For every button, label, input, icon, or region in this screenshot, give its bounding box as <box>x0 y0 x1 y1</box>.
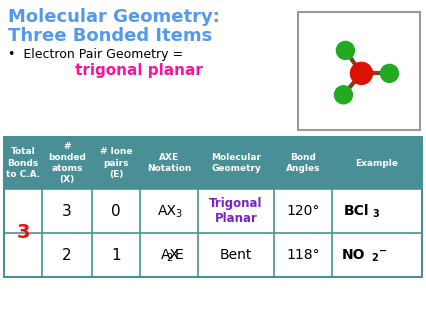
Text: 120°: 120° <box>286 204 319 218</box>
Text: 2: 2 <box>166 253 172 263</box>
Text: #
bonded
atoms
(X): # bonded atoms (X) <box>48 142 86 184</box>
Text: 3: 3 <box>16 223 30 243</box>
Text: Three Bonded Items: Three Bonded Items <box>8 27 212 45</box>
Text: 1: 1 <box>111 247 121 262</box>
Text: 3: 3 <box>62 204 72 219</box>
Text: Total
Bonds
to C.A.: Total Bonds to C.A. <box>6 148 40 179</box>
Text: trigonal planar: trigonal planar <box>75 63 202 78</box>
Text: AXE
Notation: AXE Notation <box>147 153 191 173</box>
Text: 3: 3 <box>371 209 378 219</box>
Text: 0: 0 <box>111 204 121 219</box>
Circle shape <box>380 64 397 82</box>
Text: AX: AX <box>157 204 176 218</box>
Text: AX: AX <box>161 248 180 262</box>
Bar <box>297 12 419 130</box>
Bar <box>4 233 421 277</box>
Text: NO: NO <box>341 248 364 262</box>
Text: Molecular Geometry:: Molecular Geometry: <box>8 8 219 26</box>
Bar <box>4 189 421 233</box>
Text: # lone
pairs
(E): # lone pairs (E) <box>100 148 132 179</box>
Text: 2: 2 <box>62 247 72 262</box>
Text: −: − <box>378 246 386 256</box>
Text: 3: 3 <box>175 209 181 219</box>
Text: Molecular
Geometry: Molecular Geometry <box>210 153 260 173</box>
Text: Bent: Bent <box>219 248 252 262</box>
Text: Bond
Angles: Bond Angles <box>285 153 320 173</box>
Text: 118°: 118° <box>285 248 319 262</box>
Circle shape <box>334 86 351 104</box>
Text: Trigonal
Planar: Trigonal Planar <box>209 196 262 226</box>
Bar <box>4 137 421 277</box>
Text: E: E <box>175 248 183 262</box>
Text: 2: 2 <box>370 253 377 263</box>
Text: Example: Example <box>355 158 397 167</box>
Circle shape <box>336 41 354 60</box>
Bar <box>4 137 421 189</box>
Text: •  Electron Pair Geometry =: • Electron Pair Geometry = <box>8 48 183 61</box>
Circle shape <box>350 62 371 84</box>
Text: BCl: BCl <box>343 204 368 218</box>
